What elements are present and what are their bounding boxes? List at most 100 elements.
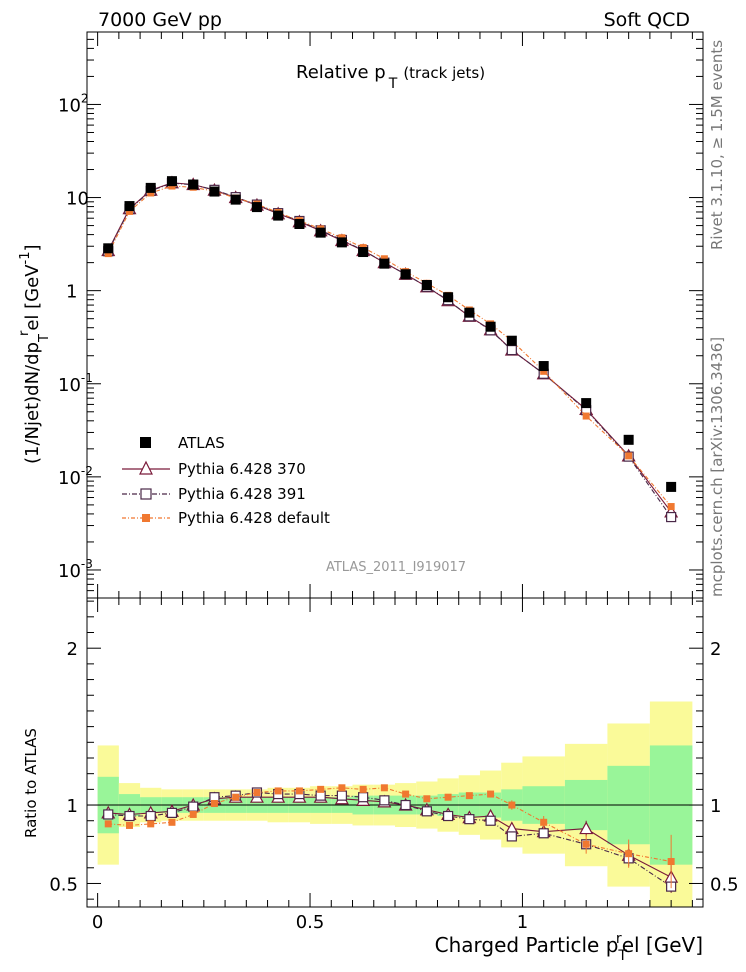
plot-title-main: Relative p [296,62,386,83]
point-atlas [209,186,220,197]
legend-label-default: Pythia 6.428 default [178,509,330,527]
ratio-point-391 [188,801,199,812]
point-atlas [400,269,411,280]
y-tick-label-bottom-left: 1 [67,796,78,817]
y-axis-label-top: (1/Njet)dN/dpTrel [GeV-1] [17,244,52,464]
ratio-point-default [210,799,218,807]
ratio-point-default [104,820,112,828]
y-tick-label-top: 10-3 [58,557,93,582]
legend-label-370: Pythia 6.428 370 [178,460,306,478]
point-default [625,452,633,460]
y-axis-label-bottom: Ratio to ATLAS [22,728,40,838]
point-atlas [581,398,592,409]
ratio-point-default [508,801,516,809]
ratio-point-default [667,858,675,866]
y-tick-label-top: 10-1 [58,371,93,396]
series-line-default [107,185,672,507]
ratio-point-default [540,818,548,826]
y-label-top-sup1: r [17,330,32,336]
y-tick-label-bottom-right: 2 [710,639,721,660]
legend-marker-370 [139,460,153,475]
x-axis-label: Charged Particle pTrel [GeV] [435,931,703,964]
ratio-point-391 [358,792,369,803]
main-panel-layer [87,31,703,599]
plot-title: Relative pT (track jets) [296,62,485,92]
x-tick-label: 1 [517,912,528,933]
x-label-b: el [GeV] [622,933,703,957]
main-panel [86,31,704,599]
ratio-point-default [147,820,155,828]
legend-label-391: Pythia 6.428 391 [178,485,306,503]
y-label-top-a: (1/Njet)dN/dp [22,342,43,464]
point-391 [666,511,677,523]
point-atlas [485,321,496,332]
point-atlas [358,247,369,258]
y-label-top-sup2: -1 [18,252,33,265]
y-tick-label-top: 102 [58,91,89,116]
ratio-point-default [232,793,240,801]
point-default [104,250,112,258]
ratio-point-391 [166,807,178,818]
ratio-point-391 [506,831,517,842]
legend-marker-default [142,514,150,522]
point-atlas [251,202,262,213]
ratio-point-default [487,790,495,798]
legend-marker-atlas [140,437,151,448]
y-label-top-c: ] [22,244,43,251]
ratio-point-default [317,785,325,793]
ratio-point-default [295,787,303,795]
ratio-point-default [625,850,633,858]
ratio-point-370 [579,821,594,835]
ratio-point-391 [421,806,432,817]
point-default [125,207,133,215]
ratio-point-default [402,790,410,798]
legend-label-atlas: ATLAS [178,434,225,452]
legend-marker-391 [140,488,152,500]
legend: ATLAS Pythia 6.428 370 Pythia 6.428 391 … [122,434,330,527]
point-atlas [166,176,177,187]
ratio-point-default [465,792,473,800]
point-atlas [336,237,347,248]
point-atlas [188,179,199,190]
point-default [582,412,590,420]
point-atlas [538,361,549,372]
point-atlas [230,194,241,205]
ratio-panel-layer [87,701,703,907]
point-atlas [379,258,390,269]
y-tick-label-top: 1 [66,282,77,303]
ratio-point-default [380,784,388,792]
ratio-point-391 [124,810,135,822]
point-atlas [464,307,475,318]
point-atlas [294,218,305,229]
y-label-top-sub1: T [37,334,52,343]
plot-title-sub: T [388,76,398,92]
point-391 [506,344,517,356]
ratio-point-default [253,788,261,796]
point-atlas [421,280,432,291]
y-tick-label-bottom-left: 2 [67,639,78,660]
point-atlas [506,335,517,346]
ratio-point-default [274,787,282,795]
ratio-point-default [359,785,367,793]
side-label-mcplots: mcplots.cern.ch [arXiv:1306.3436] [708,337,726,597]
series-line-391 [107,182,672,518]
ratio-panel [86,597,704,908]
header-right: Soft QCD [604,9,690,31]
ratio-point-default [444,793,452,801]
x-tick-label: 0.5 [296,912,325,933]
ratio-point-391 [103,809,114,820]
y-tick-label-bottom-left: 0.5 [49,874,78,895]
point-atlas [103,243,114,254]
x-tick-label: 0 [92,912,103,933]
y-label-top-b: el [GeV [22,264,43,331]
ratio-point-391 [443,810,454,822]
y-tick-label-bottom-right: 1 [710,796,721,817]
ratio-point-default [582,840,590,848]
y-tick-label-bottom-right: 0.5 [710,874,739,895]
ratio-point-391 [485,815,496,826]
analysis-id: ATLAS_2011_I919017 [326,560,466,575]
ratio-point-391 [145,810,156,822]
side-label-rivet: Rivet 3.1.10, ≥ 1.5M events [708,40,726,250]
ratio-point-391 [464,814,475,825]
